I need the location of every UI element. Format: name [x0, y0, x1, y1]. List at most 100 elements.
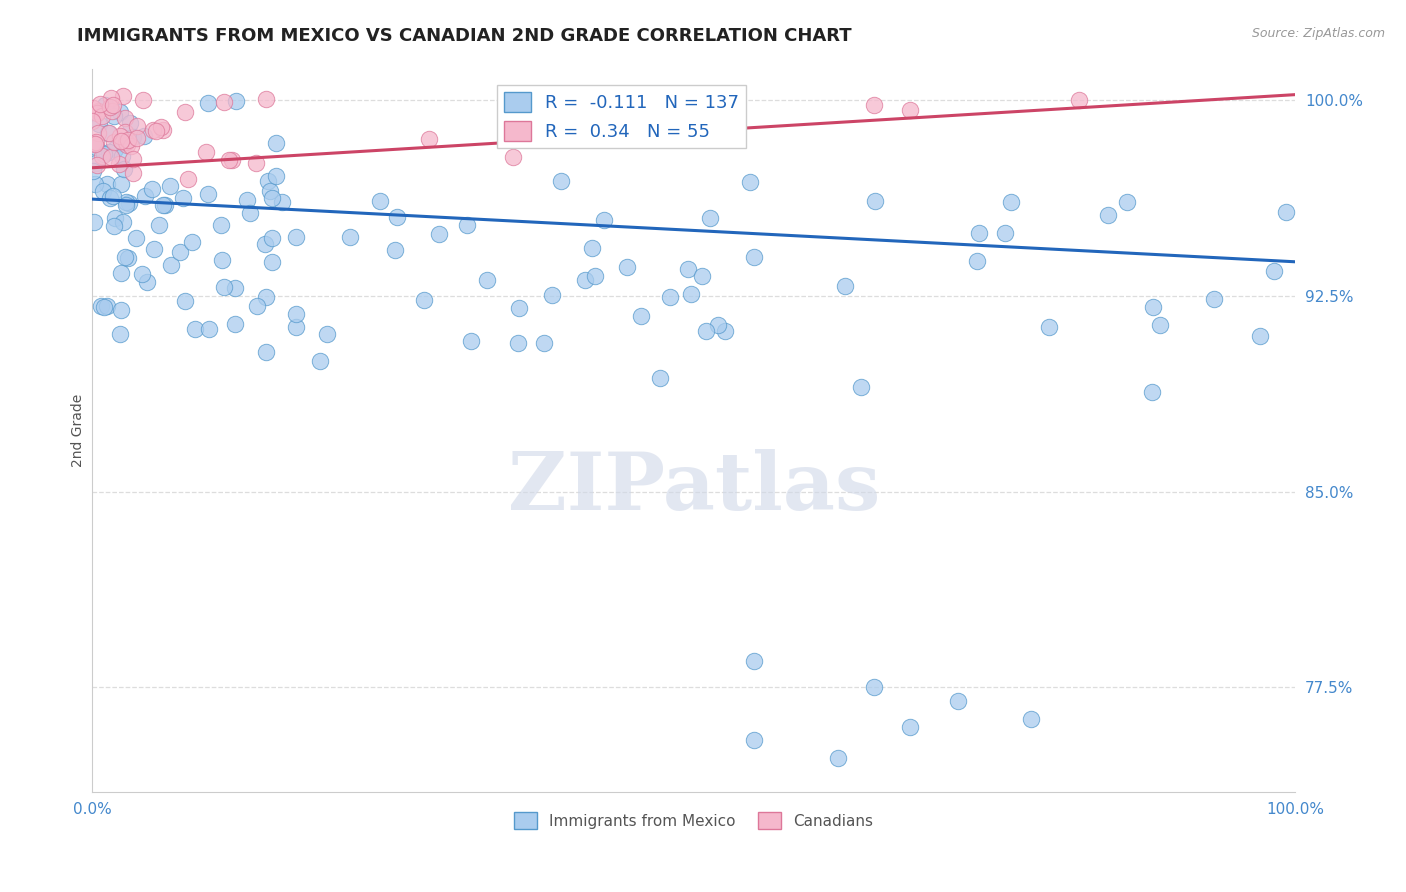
- Point: [246, 299, 269, 313]
- Point: [211, 252, 233, 267]
- Point: [177, 172, 200, 186]
- Point: [1116, 194, 1139, 209]
- Text: Source: ZipAtlas.com: Source: ZipAtlas.com: [1251, 27, 1385, 40]
- Point: [508, 301, 530, 315]
- Point: [1067, 93, 1090, 107]
- Point: [339, 230, 361, 244]
- Point: [114, 195, 136, 210]
- Point: [849, 380, 872, 394]
- Point: [309, 354, 332, 368]
- Point: [863, 98, 886, 112]
- Point: [152, 122, 174, 136]
- Point: [316, 326, 339, 341]
- Point: [368, 194, 391, 208]
- Point: [245, 156, 267, 170]
- Point: [1263, 264, 1285, 278]
- Point: [456, 219, 478, 233]
- Point: [131, 267, 153, 281]
- Point: [1202, 292, 1225, 306]
- Point: [260, 255, 283, 269]
- Point: [506, 336, 529, 351]
- Point: [198, 322, 221, 336]
- Point: [384, 243, 406, 257]
- Point: [82, 101, 104, 115]
- Point: [112, 215, 135, 229]
- Point: [264, 136, 287, 151]
- Point: [152, 197, 174, 211]
- Point: [114, 111, 136, 125]
- Point: [141, 182, 163, 196]
- Point: [125, 131, 148, 145]
- Point: [418, 132, 440, 146]
- Point: [84, 136, 107, 150]
- Point: [692, 268, 714, 283]
- Point: [218, 153, 240, 168]
- Point: [827, 751, 849, 765]
- Point: [1019, 712, 1042, 726]
- Point: [112, 162, 135, 177]
- Point: [86, 158, 108, 172]
- Point: [114, 125, 136, 139]
- Point: [533, 335, 555, 350]
- Point: [87, 126, 110, 140]
- Point: [135, 276, 157, 290]
- Point: [142, 123, 165, 137]
- Point: [110, 134, 132, 148]
- Point: [1097, 208, 1119, 222]
- Point: [264, 169, 287, 184]
- Point: [108, 326, 131, 341]
- Point: [1140, 385, 1163, 400]
- Point: [583, 269, 606, 284]
- Point: [101, 103, 124, 118]
- Point: [502, 150, 524, 164]
- Point: [83, 136, 105, 151]
- Point: [87, 118, 110, 132]
- Point: [115, 135, 138, 149]
- Point: [120, 139, 142, 153]
- Point: [257, 173, 280, 187]
- Point: [111, 89, 134, 103]
- Point: [173, 105, 195, 120]
- Point: [181, 235, 204, 249]
- Point: [104, 211, 127, 225]
- Point: [586, 113, 609, 128]
- Point: [132, 129, 155, 144]
- Point: [121, 166, 143, 180]
- Point: [125, 231, 148, 245]
- Point: [108, 105, 131, 120]
- Point: [108, 129, 131, 144]
- Point: [1000, 195, 1022, 210]
- Point: [695, 324, 717, 338]
- Point: [742, 654, 765, 668]
- Point: [212, 95, 235, 109]
- Point: [863, 194, 886, 209]
- Point: [834, 279, 856, 293]
- Point: [122, 152, 145, 166]
- Point: [413, 293, 436, 307]
- Point: [742, 250, 765, 264]
- Point: [898, 720, 921, 734]
- Point: [110, 302, 132, 317]
- Point: [173, 294, 195, 309]
- Point: [863, 681, 886, 695]
- Point: [101, 189, 124, 203]
- Point: [111, 149, 134, 163]
- Point: [197, 95, 219, 110]
- Point: [676, 262, 699, 277]
- Point: [706, 106, 728, 120]
- Point: [111, 136, 134, 151]
- Point: [254, 92, 277, 106]
- Point: [98, 191, 121, 205]
- Point: [742, 732, 765, 747]
- Point: [475, 273, 498, 287]
- Point: [260, 191, 283, 205]
- Point: [699, 211, 721, 226]
- Point: [224, 317, 246, 331]
- Point: [212, 280, 235, 294]
- Point: [117, 133, 139, 147]
- Point: [209, 218, 232, 232]
- Point: [285, 320, 308, 334]
- Point: [100, 91, 122, 105]
- Point: [82, 164, 104, 178]
- Point: [84, 140, 107, 154]
